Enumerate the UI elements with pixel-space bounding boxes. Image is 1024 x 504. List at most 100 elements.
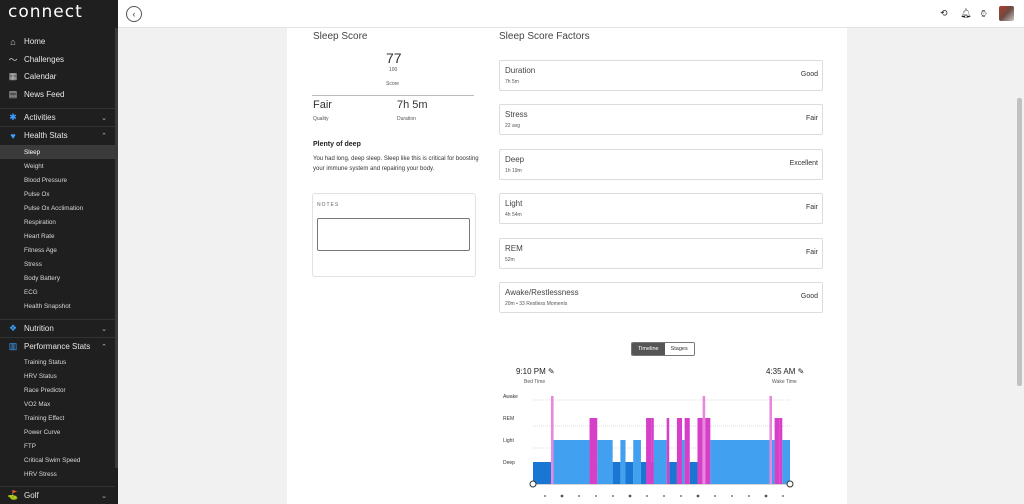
bed-time-label: Bed Time bbox=[524, 379, 546, 385]
chevron-up-icon: ⌃ bbox=[101, 132, 107, 140]
sidebar-subitem-hrv-stress[interactable]: HRV Stress bbox=[24, 470, 57, 478]
bed-time-handle[interactable] bbox=[529, 480, 537, 488]
challenges-icon: 〜 bbox=[8, 55, 18, 65]
sidebar-item-activities[interactable]: ✱ Activities ⌄ bbox=[0, 108, 115, 126]
sidebar-item-performance-stats[interactable]: ▥ Performance Stats ⌃ bbox=[0, 337, 115, 355]
divider bbox=[312, 95, 474, 96]
bed-time[interactable]: 9:10 PM ✎ bbox=[516, 367, 555, 376]
news-feed-icon: ▤ bbox=[8, 89, 18, 99]
sidebar-subitem-pulse-ox-acclimation[interactable]: Pulse Ox Acclimation bbox=[24, 204, 84, 212]
sidebar-item-home[interactable]: ⌂ Home bbox=[0, 33, 115, 50]
factor-stress[interactable]: Stress 22 avg Fair bbox=[499, 104, 823, 135]
stage-bar-rem bbox=[705, 418, 711, 484]
insight-title: Plenty of deep bbox=[313, 141, 361, 148]
stage-bar-awake bbox=[702, 396, 706, 484]
sidebar-subitem-race-predictor[interactable]: Race Predictor bbox=[24, 386, 66, 394]
calendar-icon: ▦ bbox=[8, 71, 18, 81]
sidebar-subitem-heart-rate[interactable]: Heart Rate bbox=[24, 232, 55, 240]
sidebar-item-challenges[interactable]: 〜 Challenges bbox=[0, 51, 115, 68]
stage-bar-deep bbox=[689, 462, 698, 484]
sidebar-item-health-stats[interactable]: ♥ Health Stats ⌃ bbox=[0, 126, 115, 144]
factor-duration[interactable]: Duration 7h 5m Good bbox=[499, 60, 823, 91]
stage-bar-light bbox=[633, 440, 641, 484]
sidebar-subitem-power-curve[interactable]: Power Curve bbox=[24, 428, 61, 436]
sidebar-subitem-hrv-status[interactable]: HRV Status bbox=[24, 372, 57, 380]
chevron-down-icon: ⌄ bbox=[101, 492, 107, 500]
wake-time[interactable]: 4:35 AM ✎ bbox=[766, 367, 804, 376]
sidebar-subitem-training-status[interactable]: Training Status bbox=[24, 358, 67, 366]
factor-light[interactable]: Light 4h 54m Fair bbox=[499, 193, 823, 224]
factor-sub: 4h 54m bbox=[505, 212, 522, 218]
time-tick bbox=[628, 494, 632, 498]
wake-time-value: 4:35 AM bbox=[766, 367, 796, 376]
stage-bar-light bbox=[710, 440, 775, 484]
wake-time-label: Wake Time bbox=[772, 379, 797, 385]
home-icon: ⌂ bbox=[10, 36, 16, 47]
sidebar: connect ⌂ Home 〜 Challenges ▦ Calendar ▤… bbox=[0, 0, 118, 504]
duration-value: 7h 5m bbox=[397, 99, 428, 111]
connect-logo[interactable]: connect bbox=[8, 2, 83, 22]
stage-bar-rem bbox=[646, 418, 652, 484]
back-button[interactable]: ‹ bbox=[126, 6, 142, 22]
factor-rating: Fair bbox=[805, 204, 818, 211]
sidebar-subitem-fitness-age[interactable]: Fitness Age bbox=[24, 246, 57, 254]
factor-awake-restlessness[interactable]: Awake/Restlessness 20m • 33 Restless Mom… bbox=[499, 282, 823, 313]
sidebar-subitem-ecg[interactable]: ECG bbox=[24, 288, 38, 296]
factor-rating: Good bbox=[800, 293, 818, 300]
wake-time-handle[interactable] bbox=[786, 480, 794, 488]
notes-input[interactable] bbox=[317, 218, 470, 251]
y-label-deep: Deep bbox=[503, 460, 515, 466]
stage-bar-deep bbox=[612, 462, 621, 484]
insight-text: You had long, deep sleep. Sleep like thi… bbox=[313, 156, 479, 172]
sidebar-item-label: Calendar bbox=[24, 72, 57, 81]
sidebar-subitem-training-effect[interactable]: Training Effect bbox=[24, 414, 65, 422]
factor-name: REM bbox=[505, 244, 523, 253]
page-scrollbar-thumb[interactable] bbox=[1017, 98, 1022, 386]
time-tick bbox=[782, 495, 784, 497]
factor-rem[interactable]: REM 52m Fair bbox=[499, 238, 823, 269]
sidebar-subitem-vo2-max[interactable]: VO2 Max bbox=[24, 400, 51, 408]
sidebar-subitem-weight[interactable]: Weight bbox=[24, 162, 44, 170]
factor-rating: Fair bbox=[805, 115, 818, 122]
stage-bar-rem bbox=[589, 418, 598, 484]
sidebar-item-news-feed[interactable]: ▤ News Feed bbox=[0, 86, 115, 103]
sidebar-subitem-pulse-ox[interactable]: Pulse Ox bbox=[24, 190, 50, 198]
sidebar-subitem-blood-pressure[interactable]: Blood Pressure bbox=[24, 176, 68, 184]
sidebar-scrollbar[interactable] bbox=[115, 28, 118, 468]
avatar[interactable] bbox=[999, 6, 1014, 21]
sleep-score-label: Score bbox=[386, 81, 400, 87]
sleep-timeline-chart: Awake REM Light Deep bbox=[503, 394, 794, 498]
sidebar-subitem-critical-swim-speed[interactable]: Critical Swim Speed bbox=[24, 456, 81, 464]
time-tick bbox=[764, 494, 768, 498]
factor-deep[interactable]: Deep 1h 19m Excellent bbox=[499, 149, 823, 180]
sidebar-subitem-sleep[interactable]: Sleep bbox=[0, 145, 115, 159]
stage-bar-deep bbox=[669, 462, 677, 484]
page-scrollbar[interactable] bbox=[1016, 28, 1024, 504]
sync-icon[interactable]: ⟲ bbox=[940, 8, 948, 18]
tab-stages[interactable]: Stages bbox=[664, 343, 694, 355]
sidebar-item-calendar[interactable]: ▦ Calendar bbox=[0, 68, 115, 85]
sidebar-subitem-respiration[interactable]: Respiration bbox=[24, 218, 56, 226]
notifications-bell-icon[interactable]: 🔔︎ bbox=[960, 8, 972, 18]
stage-bar-rem bbox=[651, 418, 654, 484]
stage-bar-awake bbox=[769, 396, 773, 484]
sidebar-item-nutrition[interactable]: ❖ Nutrition ⌄ bbox=[0, 319, 115, 337]
factor-sub: 52m bbox=[505, 257, 515, 263]
stage-bar-light bbox=[620, 440, 626, 484]
stage-bar-rem bbox=[779, 418, 783, 484]
tab-timeline[interactable]: Timeline bbox=[632, 343, 665, 355]
sidebar-subitem-ftp[interactable]: FTP bbox=[24, 442, 36, 450]
sidebar-item-label: Golf bbox=[24, 491, 39, 500]
y-label-awake: Awake bbox=[503, 394, 518, 400]
sidebar-item-golf[interactable]: ⛳ Golf ⌄ bbox=[0, 486, 115, 504]
time-tick bbox=[696, 494, 700, 498]
sidebar-subitem-health-snapshot[interactable]: Health Snapshot bbox=[24, 302, 71, 310]
sidebar-subitem-body-battery[interactable]: Body Battery bbox=[24, 274, 61, 282]
device-watch-icon[interactable]: ⌚︎ bbox=[979, 9, 989, 19]
chevron-left-icon: ‹ bbox=[132, 9, 136, 19]
sleep-card bbox=[287, 28, 847, 504]
sidebar-subitem-stress[interactable]: Stress bbox=[24, 260, 42, 268]
time-tick bbox=[646, 495, 648, 497]
factor-sub: 1h 19m bbox=[505, 168, 522, 174]
stage-bar-rem bbox=[697, 418, 703, 484]
